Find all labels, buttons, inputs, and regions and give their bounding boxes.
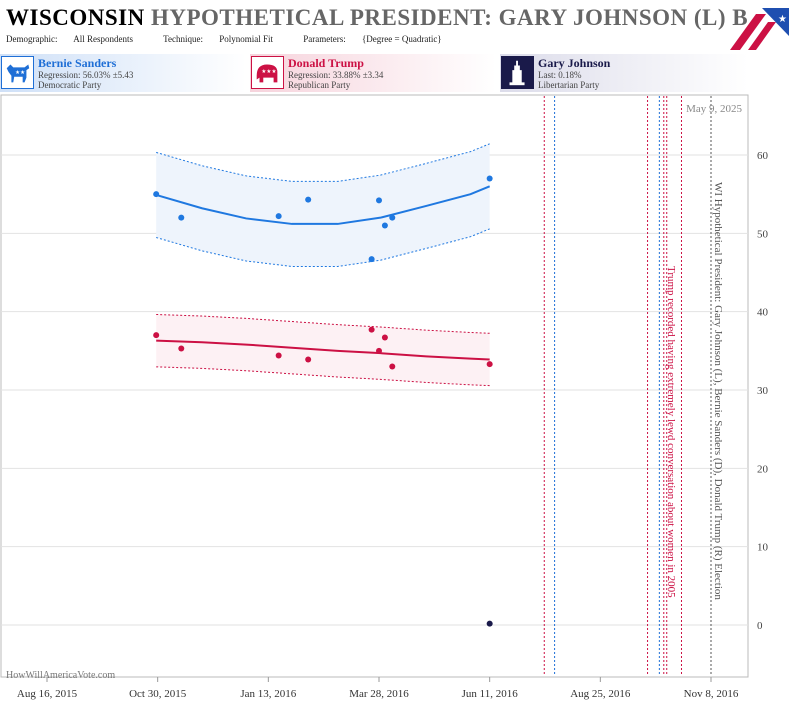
statue-of-liberty-icon	[501, 56, 534, 89]
poll-point	[381, 334, 388, 341]
meta-technique: Technique: Polynomial Fit	[163, 34, 273, 44]
svg-text:★★★: ★★★	[261, 68, 276, 75]
poll-point	[376, 347, 382, 354]
fit-lines	[155, 185, 491, 361]
meta-demographic: Demographic: All Respondents	[6, 34, 133, 44]
poll-point	[305, 356, 312, 363]
poll-point	[389, 363, 396, 370]
poll-point	[368, 326, 375, 333]
svg-text:★★: ★★	[15, 69, 25, 76]
band-lower-line	[156, 228, 490, 267]
meta-parameters: Parameters: {Degree = Quadratic}	[303, 34, 442, 44]
candidate-party: Democratic Party	[38, 80, 102, 90]
candidate-name: Gary Johnson	[538, 56, 611, 70]
election-label: WI Hypothetical President: Gary Johnson …	[712, 182, 724, 600]
y-tick-label: 50	[757, 228, 769, 240]
poll-point	[178, 345, 185, 352]
x-tick-labels: Aug 16, 2015 Oct 30, 2015 Jan 13, 2016 Mar …	[17, 677, 739, 700]
poll-point	[381, 222, 388, 229]
donkey-icon: ★★	[1, 56, 34, 89]
flag-stripes: ★	[726, 8, 789, 50]
candidate-card-trump: ★★★ Donald Trump Regression: 33.88% ±3.3…	[250, 54, 496, 92]
chart-title: WISCONSIN HYPOTHETICAL PRESIDENT: GARY J…	[6, 5, 748, 31]
candidate-card-johnson: Gary Johnson Last: 0.18% Libertarian Par…	[500, 54, 748, 92]
x-tick-label: Mar 28, 2016	[349, 688, 409, 700]
elephant-icon: ★★★	[251, 56, 284, 89]
poll-point	[153, 332, 160, 339]
band-upper-line	[156, 313, 490, 334]
y-tick-label: 10	[757, 542, 769, 554]
x-tick-label: Nov 8, 2016	[684, 688, 739, 700]
poll-point	[275, 213, 282, 220]
candidate-regression: Regression: 56.03% ±5.43	[38, 70, 134, 80]
poll-point	[376, 197, 382, 204]
x-tick-label: Jan 13, 2016	[240, 688, 296, 700]
poll-point	[305, 196, 312, 203]
candidate-name: Bernie Sanders	[38, 56, 117, 70]
poll-point	[368, 256, 375, 263]
x-tick-label: Oct 30, 2015	[129, 688, 187, 700]
candidate-party: Republican Party	[288, 80, 351, 90]
y-tick-label: 40	[757, 307, 769, 319]
meta-line: Demographic: All Respondents Technique: …	[6, 34, 470, 44]
poll-point	[486, 361, 493, 368]
y-tick-labels: 0 10 20 30 40 50 60	[757, 150, 769, 632]
candidate-card-sanders: ★★ Bernie Sanders Regression: 56.03% ±5.…	[0, 54, 246, 92]
chart-plot: 0 10 20 30 40 50 60 Aug 16, 2015 Oct 30, 2015 Ja…	[0, 94, 769, 700]
x-tick-label: Aug 25, 2016	[570, 688, 631, 700]
poll-points	[153, 175, 493, 627]
fit-line	[155, 185, 491, 225]
event-lines	[543, 96, 712, 676]
poll-point	[153, 191, 160, 198]
poll-point	[486, 620, 493, 627]
y-tick-label: 30	[757, 385, 769, 397]
watermark: HowWillAmericaVote.com	[6, 670, 115, 681]
band-upper-line	[156, 143, 490, 182]
confidence-band	[156, 143, 490, 267]
poll-point	[486, 175, 493, 182]
x-tick-label: Aug 16, 2015	[17, 688, 78, 700]
x-tick-label: Jun 11, 2016	[462, 688, 519, 700]
candidate-name: Donald Trump	[288, 56, 364, 70]
y-tick-label: 60	[757, 150, 769, 162]
candidate-party: Libertarian Party	[538, 80, 600, 90]
poll-point	[275, 352, 282, 359]
fit-line	[156, 339, 490, 361]
y-tick-label: 0	[757, 620, 763, 632]
candidate-regression: Regression: 33.88% ±3.34	[288, 70, 384, 80]
poll-point	[389, 214, 396, 221]
y-tick-label: 20	[757, 463, 769, 475]
band-lower-line	[156, 366, 490, 387]
date-label: May 9, 2025	[686, 103, 742, 115]
event-annotation: Trump recorded having extremely lewd con…	[665, 266, 677, 598]
poll-point	[178, 214, 185, 221]
candidate-last: Last: 0.18%	[538, 70, 582, 80]
american-flag-logo: ★	[726, 8, 789, 50]
title-rest: HYPOTHETICAL PRESIDENT: GARY JOHNSON (L)…	[150, 5, 749, 30]
state-title: WISCONSIN	[6, 5, 145, 30]
svg-text:★: ★	[778, 14, 787, 25]
